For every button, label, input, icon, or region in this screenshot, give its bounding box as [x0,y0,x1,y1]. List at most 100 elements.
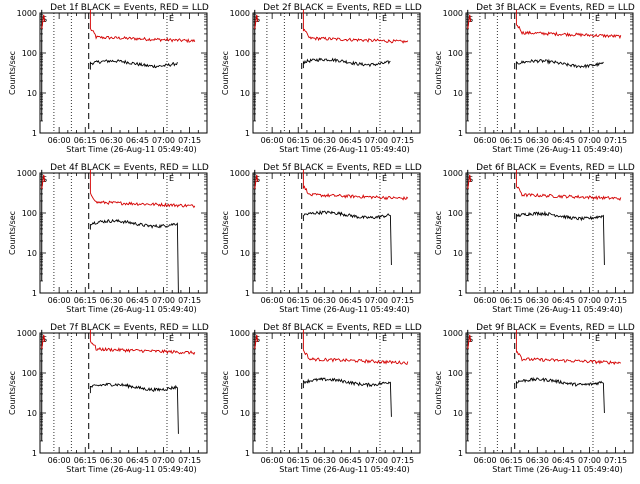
x-tick-label: 06:00 [48,296,71,305]
series-lld-line [89,9,196,44]
chart-title: Det 9f BLACK = Events, RED = LLD [476,323,635,333]
x-tick-label: 07:15 [604,136,627,145]
plot-frame [465,332,634,454]
x-tick-label: 06:30 [100,456,123,465]
e-marker-icon: E [595,174,600,183]
series-lld-line [302,9,409,44]
series-lld-line [515,9,622,40]
y-tick-label: 10 [27,249,37,258]
x-tick-label: 07:15 [391,136,414,145]
y-tick-label: 10 [453,409,463,418]
y-tick-label: 1000 [443,329,463,338]
x-tick-label: 06:30 [526,296,549,305]
y-tick-label: 1 [245,289,250,298]
y-axis-label: Counts/sec [8,371,17,415]
y-tick-label: 1000 [230,329,250,338]
chart-panel-9: Det 9f BLACK = Events, RED = LLD 1 10 100 10… [434,323,635,474]
y-tick-label: 10 [240,89,250,98]
chart-panel-1: Det 1f BLACK = Events, RED = LLD 1 10 100 10… [8,3,209,154]
x-tick-label: 06:30 [526,456,549,465]
y-axis-label: Counts/sec [221,51,230,95]
y-tick-label: 100 [235,369,250,378]
initial-spike-red [254,174,259,189]
initial-spike-red [467,334,472,349]
chart-panel-3: Det 3f BLACK = Events, RED = LLD 1 10 100 10… [434,3,635,154]
x-tick-label: 07:00 [365,456,388,465]
e-marker-icon: E [382,174,387,183]
x-tick-label: 06:15 [500,296,523,305]
y-tick-label: 100 [22,369,37,378]
x-axis-label: Start Time (26-Aug-11 05:49:40) [492,145,623,154]
x-axis-label: Start Time (26-Aug-11 05:49:40) [66,145,197,154]
x-tick-label: 07:15 [178,296,201,305]
x-tick-label: 06:00 [474,456,497,465]
x-tick-label: 06:00 [474,136,497,145]
plot-frame [465,12,634,134]
x-tick-label: 06:30 [526,136,549,145]
plot-frame [252,12,421,134]
y-tick-label: 1 [458,449,463,458]
y-tick-label: 1 [32,449,37,458]
chart-panel-6: Det 6f BLACK = Events, RED = LLD 1 10 100 10… [434,163,635,314]
y-tick-label: 1000 [230,9,250,18]
y-tick-label: 1 [458,129,463,138]
x-axis-label: Start Time (26-Aug-11 05:49:40) [492,305,623,314]
x-tick-label: 06:45 [126,456,149,465]
x-tick-label: 07:15 [604,296,627,305]
x-tick-label: 06:15 [74,456,97,465]
y-tick-label: 10 [240,409,250,418]
series-events-line [302,209,392,266]
y-tick-label: 10 [27,409,37,418]
x-tick-label: 07:00 [578,456,601,465]
e-marker-icon: E [169,174,174,183]
x-tick-label: 06:30 [100,296,123,305]
series-events-line [515,376,605,414]
y-axis-label: Counts/sec [221,371,230,415]
e-marker-icon: E [595,334,600,343]
y-tick-label: 100 [448,209,463,218]
y-axis-label: Counts/sec [221,211,230,255]
y-tick-label: 1000 [230,169,250,178]
series-events-line [302,377,392,417]
chart-title: Det 3f BLACK = Events, RED = LLD [476,3,635,13]
initial-spike-red [254,14,259,29]
initial-spike-red [41,14,46,29]
y-axis-label: Counts/sec [434,371,443,415]
series-lld-line [302,329,409,365]
x-tick-label: 06:15 [287,136,310,145]
x-tick-label: 07:15 [391,296,414,305]
x-tick-label: 06:45 [339,296,362,305]
plot-frame [39,12,208,134]
x-tick-label: 07:15 [604,456,627,465]
series-events-line [302,57,391,69]
x-tick-label: 06:45 [126,136,149,145]
x-axis-label: Start Time (26-Aug-11 05:49:40) [279,305,410,314]
x-tick-label: 06:45 [339,456,362,465]
x-axis-label: Start Time (26-Aug-11 05:49:40) [66,305,197,314]
x-tick-label: 06:30 [313,296,336,305]
plot-frame [252,332,421,454]
series-events-line [515,58,604,70]
chart-panel-7: Det 7f BLACK = Events, RED = LLD 1 10 100 10… [8,323,209,474]
y-tick-label: 1000 [17,169,37,178]
y-axis-label: Counts/sec [8,211,17,255]
e-marker-icon: E [382,14,387,23]
series-lld-line [515,169,622,201]
y-tick-label: 100 [235,49,250,58]
x-tick-label: 07:00 [578,296,601,305]
series-events-line [89,382,179,434]
x-axis-label: Start Time (26-Aug-11 05:49:40) [66,465,197,474]
initial-spike-red [41,334,46,349]
y-tick-label: 1000 [443,9,463,18]
x-tick-label: 06:45 [552,296,575,305]
x-tick-label: 06:45 [126,296,149,305]
x-tick-label: 06:15 [287,456,310,465]
series-events-line [89,218,179,294]
y-tick-label: 1 [245,449,250,458]
x-axis-label: Start Time (26-Aug-11 05:49:40) [279,145,410,154]
chart-panel-8: Det 8f BLACK = Events, RED = LLD 1 10 100 10… [221,323,422,474]
x-tick-label: 07:00 [152,296,175,305]
x-axis-label: Start Time (26-Aug-11 05:49:40) [279,465,410,474]
y-tick-label: 10 [453,249,463,258]
plot-frame [39,172,208,294]
